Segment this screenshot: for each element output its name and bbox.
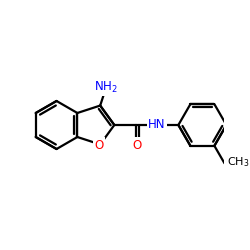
Text: HN: HN <box>148 118 166 132</box>
Text: NH$_2$: NH$_2$ <box>94 80 118 95</box>
Text: CH$_3$: CH$_3$ <box>227 156 250 170</box>
Text: O: O <box>95 139 104 152</box>
Text: O: O <box>132 139 141 152</box>
